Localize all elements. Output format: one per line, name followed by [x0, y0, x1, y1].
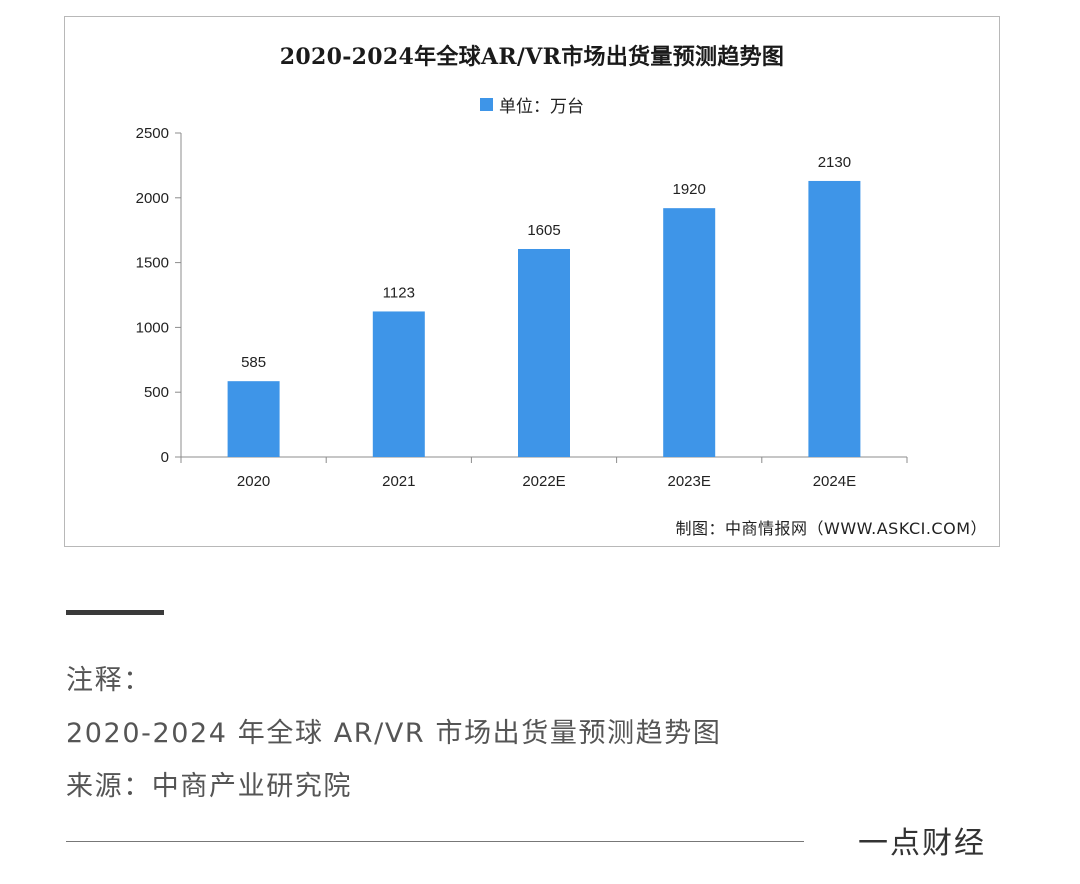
section-divider — [66, 610, 164, 615]
notes-label: 注释： — [66, 665, 152, 696]
y-tick-label: 2500 — [136, 125, 169, 142]
bar — [518, 248, 570, 457]
y-tick-label: 2000 — [136, 190, 169, 207]
x-tick-label: 2020 — [237, 473, 270, 490]
notes-source: 来源：中商产业研究院 — [66, 771, 352, 802]
bar-value-label: 1605 — [527, 222, 560, 239]
legend-label: 单位：万台 — [499, 97, 584, 117]
bar-value-label: 1920 — [673, 181, 706, 198]
y-tick-label: 1500 — [136, 255, 169, 272]
chart-title: 2020-2024年全球AR/VR市场出货量预测趋势图 — [279, 44, 785, 70]
bar — [663, 208, 716, 457]
chart-credit: 制图：中商情报网（WWW.ASKCI.COM） — [675, 519, 987, 538]
bar — [808, 180, 861, 457]
brand-label: 一点财经 — [858, 826, 986, 861]
y-tick-label: 0 — [161, 449, 169, 466]
chart-frame: 0 500 1000 1500 2000 2500 585 2020 1123 2021 1605 2… — [64, 16, 1000, 547]
x-tick-label: 2022E — [522, 473, 565, 490]
notes-title: 2020-2024 年全球 AR/VR 市场出货量预测趋势图 — [66, 718, 722, 749]
bar-value-label: 1123 — [383, 284, 415, 301]
bar — [372, 311, 425, 457]
y-tick-label: 1000 — [136, 319, 169, 336]
x-tick-label: 2024E — [813, 473, 856, 490]
y-tick-label: 500 — [144, 384, 169, 401]
footer-rule — [66, 841, 804, 842]
legend: 单位：万台 — [65, 92, 999, 117]
bar — [227, 381, 280, 457]
legend-swatch — [480, 98, 493, 111]
x-tick-label: 2021 — [382, 473, 415, 490]
bar-chart: 0 500 1000 1500 2000 2500 585 2020 1123 2021 1605 2… — [136, 125, 908, 490]
bar-value-label: 585 — [241, 354, 266, 371]
bar-value-label: 2130 — [818, 154, 851, 171]
x-tick-label: 2023E — [668, 473, 711, 490]
notes: 注释： 2020-2024 年全球 AR/VR 市场出货量预测趋势图 来源：中商… — [66, 654, 721, 813]
